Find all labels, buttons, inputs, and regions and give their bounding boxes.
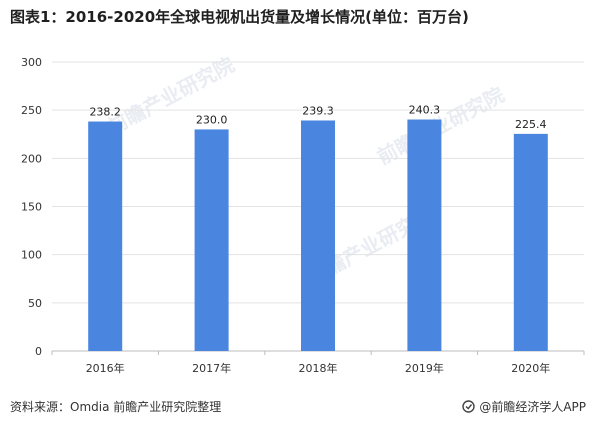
y-tick-label-300: 300 (21, 56, 42, 69)
y-tick-label-0: 0 (35, 345, 42, 358)
bar-0 (88, 121, 123, 351)
bar-value-label-1: 230.0 (196, 113, 228, 126)
bar-value-label-4: 225.4 (515, 118, 547, 131)
x-tick-label-4: 2020年 (511, 361, 550, 375)
bar-4 (513, 133, 548, 351)
chart-area: 0 50 100 150 200 250 300 238.2 2016年 230.0 2017年 23… (0, 40, 594, 380)
y-tick-label-100: 100 (21, 249, 42, 262)
x-tick-label-3: 2019年 (405, 361, 444, 375)
y-tick-label-250: 250 (21, 104, 42, 117)
bar-value-label-0: 238.2 (89, 106, 121, 119)
bar-2 (301, 120, 335, 351)
chart-title: 图表1：2016-2020年全球电视机出货量及增长情况(单位：百万台) (10, 8, 469, 26)
bar-chart: 0 50 100 150 200 250 300 238.2 2016年 230.0 2017年 23… (21, 56, 585, 375)
bar-3 (407, 119, 442, 351)
x-tick-label-2: 2018年 (299, 361, 338, 375)
brand-label: @前瞻经济学人APP (479, 400, 586, 414)
bar-value-label-3: 240.3 (409, 104, 441, 117)
x-tick-label-0: 2016年 (86, 361, 125, 375)
source-note: 资料来源：Omdia 前瞻产业研究院整理 (10, 400, 222, 414)
y-tick-label-150: 150 (21, 201, 42, 214)
bar-1 (194, 129, 229, 351)
brand-logo-icon (462, 400, 476, 413)
bar-value-label-2: 239.3 (302, 104, 334, 117)
brand-tag: @前瞻经济学人APP (462, 398, 586, 415)
y-tick-label-50: 50 (28, 297, 42, 310)
x-tick-label-1: 2017年 (192, 361, 231, 375)
y-tick-label-200: 200 (21, 152, 42, 165)
